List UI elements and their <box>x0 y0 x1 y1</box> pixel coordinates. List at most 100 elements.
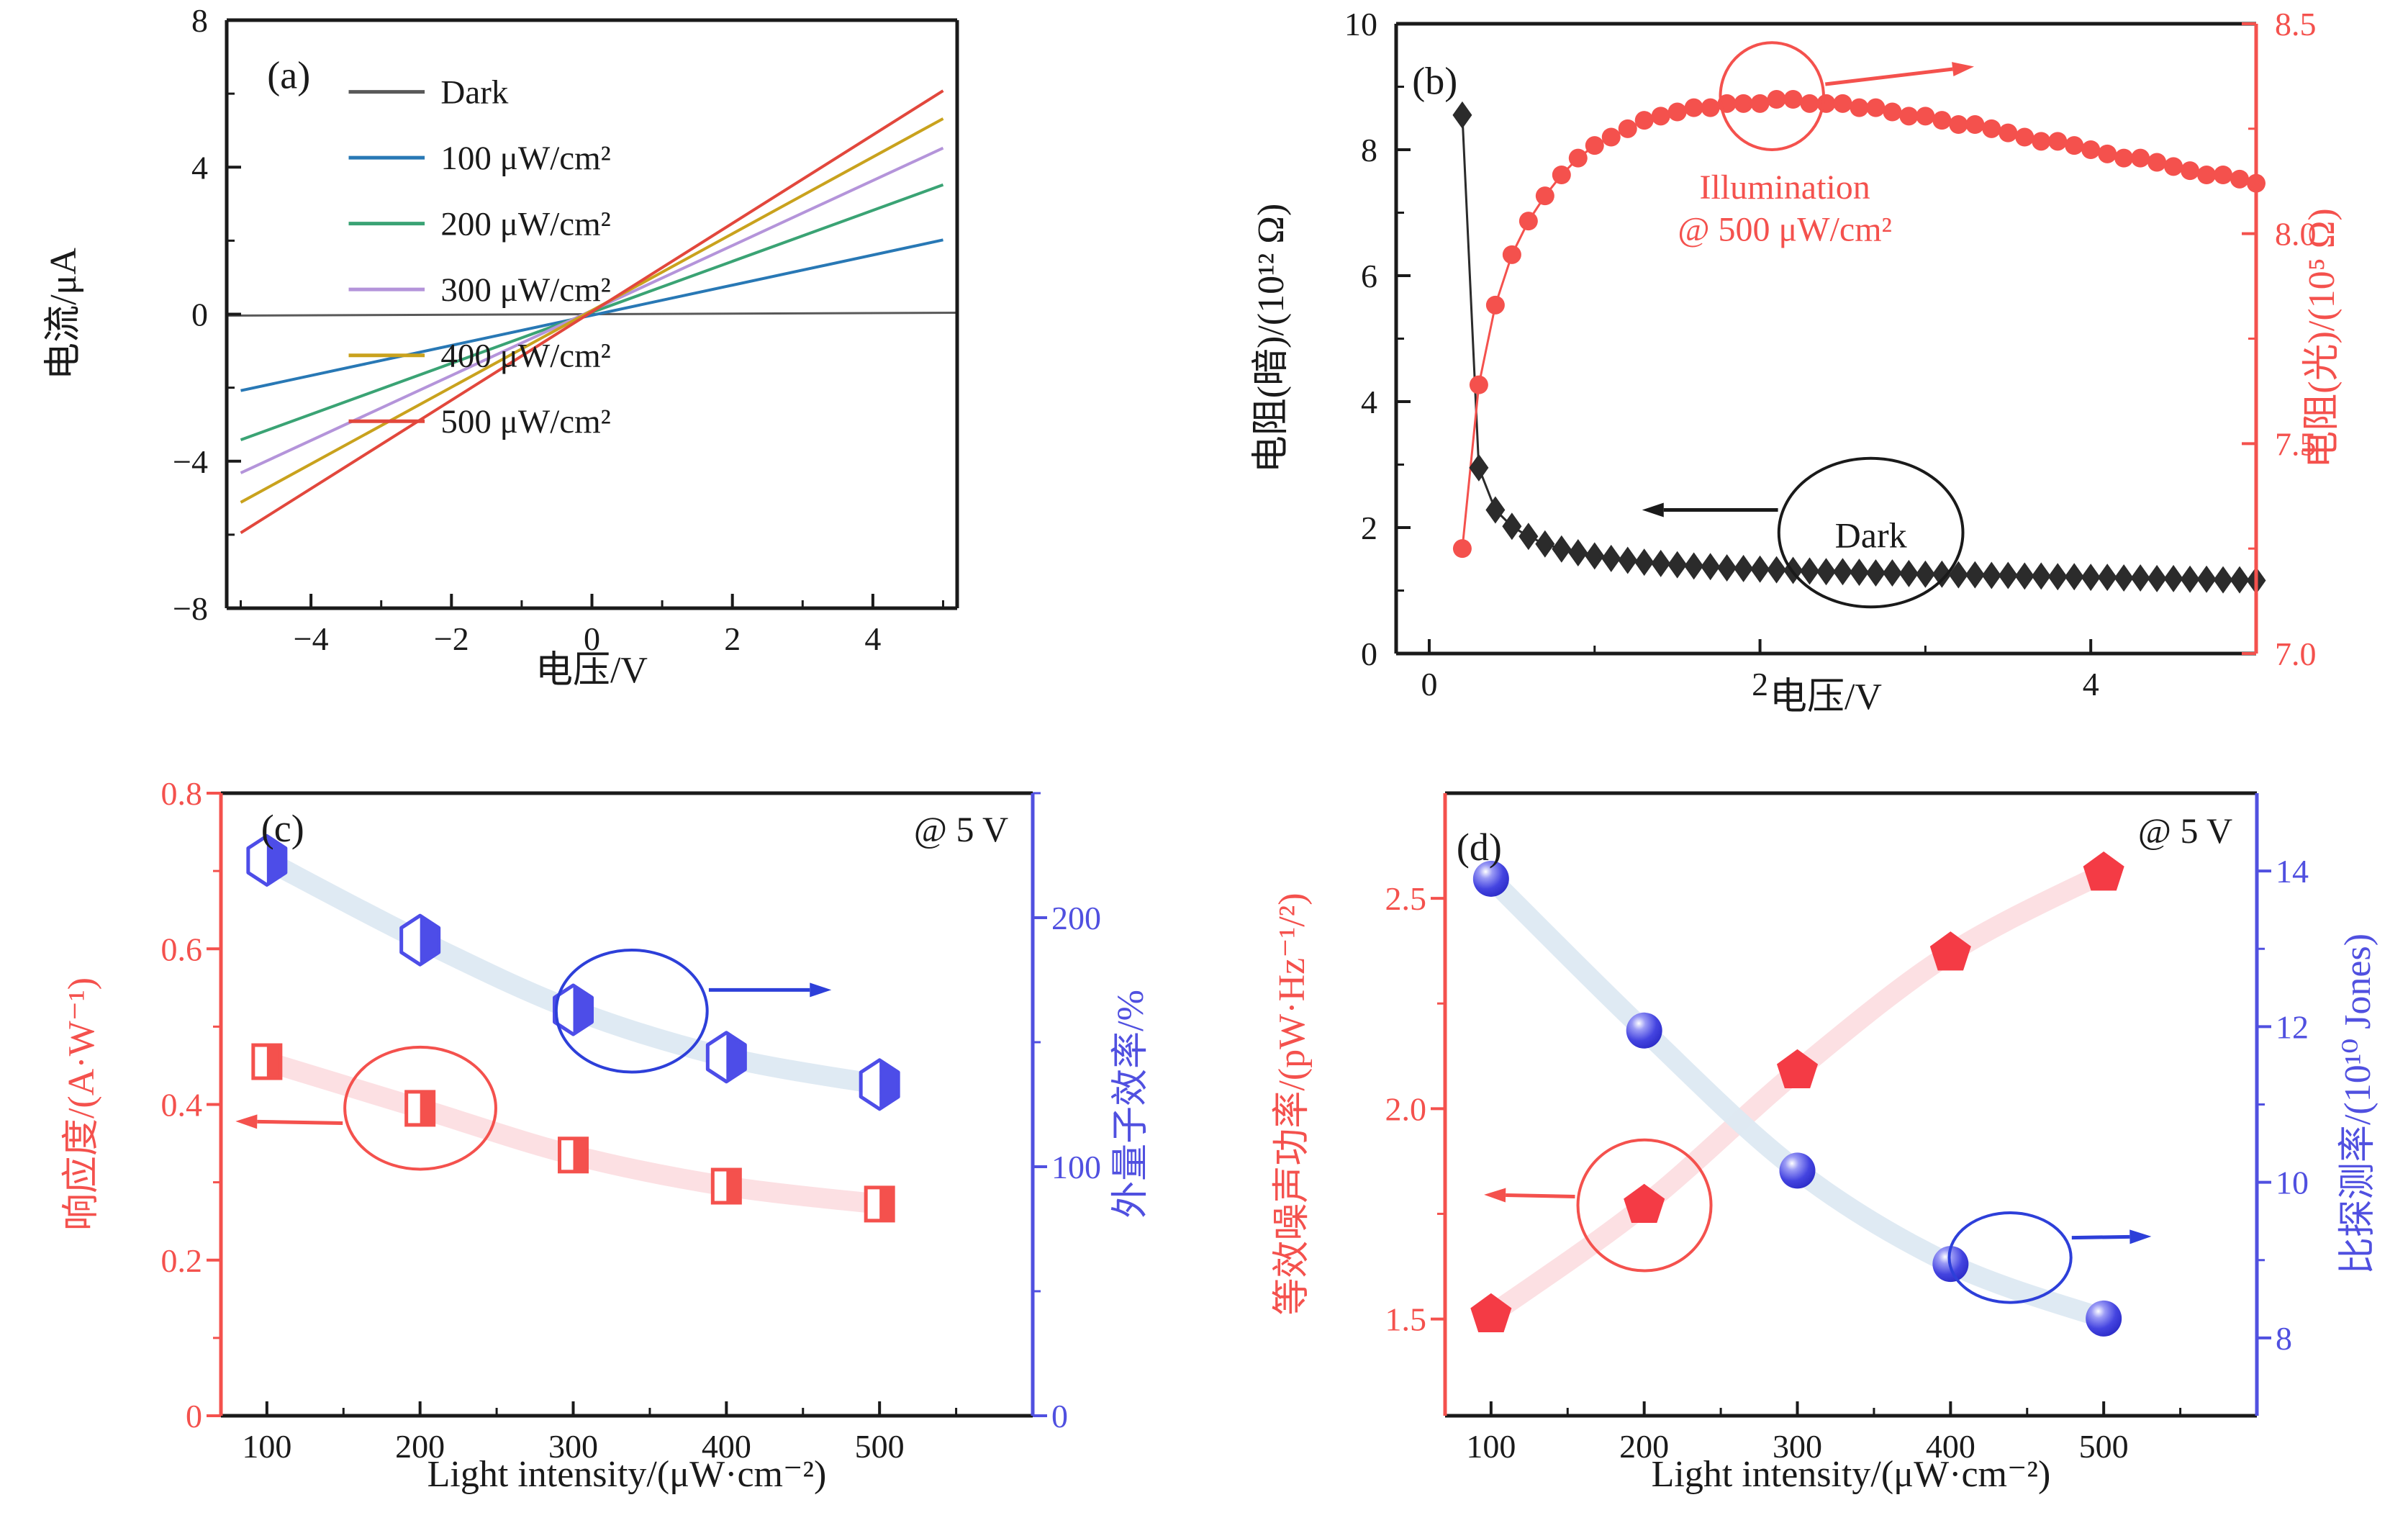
x-tick-label: 100 <box>242 1428 291 1465</box>
diamond-marker <box>2180 565 2200 593</box>
dot-marker <box>1932 111 1952 130</box>
dot-marker <box>1999 123 2018 143</box>
annotation-text: (c) <box>261 807 304 850</box>
diamond-marker <box>2064 563 2084 591</box>
diamond-marker <box>1717 554 1737 582</box>
diamond-marker <box>1502 512 1522 541</box>
y-tick-label: 200 <box>1051 900 1101 936</box>
diamond-marker <box>1734 554 1754 582</box>
y-tick-label: 0 <box>1051 1398 1068 1434</box>
dot-marker <box>2015 127 2034 147</box>
y-tick-label: 2.0 <box>1385 1090 1427 1127</box>
diamond-marker <box>2130 564 2150 592</box>
dot-marker <box>2181 161 2200 181</box>
dot-marker <box>1469 375 1488 394</box>
sphere-marker <box>1626 1012 1662 1049</box>
diamond-marker <box>2163 564 2183 592</box>
pointer-arrow <box>1825 62 1975 86</box>
diamond-marker <box>1767 556 1787 584</box>
diamond-marker <box>1568 539 1588 566</box>
dot-marker <box>1568 148 1588 168</box>
x-tick-label: 500 <box>2079 1428 2129 1465</box>
half-filled-square-marker <box>864 1185 895 1223</box>
diamond-marker <box>1965 561 1985 589</box>
y-tick-label: 12 <box>2276 1008 2309 1045</box>
annotation-text: Illumination <box>1699 168 1870 207</box>
dot-marker <box>1866 98 1886 117</box>
right-y-axis-label: 电阻(光)/(10⁵ Ω) <box>2301 208 2343 469</box>
y-tick-label: 0 <box>1361 636 1377 672</box>
annotation-ellipse <box>1777 456 1965 609</box>
y-tick-label: 6 <box>1361 258 1377 294</box>
diamond-marker <box>1816 558 1836 586</box>
y-tick-label: 8.5 <box>2275 6 2317 42</box>
annotation-ellipse <box>1719 41 1825 151</box>
dot-marker <box>1651 107 1670 126</box>
diamond-marker <box>1981 561 2001 589</box>
diamond-marker <box>1898 559 1919 587</box>
legend-label: 200 μW/cm² <box>440 206 610 243</box>
dot-marker <box>1601 127 1621 147</box>
dot-marker <box>1800 94 1819 113</box>
diamond-marker <box>1832 558 1852 586</box>
dot-marker <box>1750 94 1770 113</box>
panel-c-responsivity-eqe-chart: 100 200 300 400 50000.20.40.60.80100200Light… <box>61 775 1151 1495</box>
dot-marker <box>1701 98 1720 117</box>
legend-label: 400 μW/cm² <box>440 338 610 375</box>
dot-marker <box>1783 90 1803 109</box>
half-filled-hexagon-marker <box>859 1058 900 1111</box>
x-axis-label: 电压/V <box>535 650 648 691</box>
annotation-text: Dark <box>1835 515 1907 556</box>
dot-marker <box>1667 102 1687 122</box>
x-tick-label: 4 <box>864 620 881 657</box>
legend-label: 500 μW/cm² <box>440 403 610 440</box>
pentagon-marker <box>1470 1293 1512 1333</box>
x-axis-label: Light intensity/(μW·cm⁻²) <box>1652 1454 2051 1495</box>
dot-marker <box>1734 94 1753 113</box>
dot-marker <box>2147 153 2167 172</box>
y-tick-label: 0.4 <box>161 1087 203 1124</box>
diamond-marker <box>1518 523 1539 551</box>
dot-marker <box>2214 166 2233 184</box>
dot-marker <box>2098 144 2117 163</box>
half-filled-hexagon-marker <box>399 913 441 967</box>
x-tick-label: 0 <box>1421 666 1437 702</box>
diamond-marker <box>1535 530 1555 558</box>
x-tick-label: 400 <box>1926 1428 1975 1465</box>
y-tick-label: 0.6 <box>161 931 203 967</box>
dot-marker <box>1502 245 1521 264</box>
x-tick-label: 200 <box>395 1428 445 1465</box>
pointer-arrow <box>708 982 832 998</box>
left-y-axis-label: 响应度/(A·W⁻¹) <box>61 977 102 1231</box>
y-tick-label: 4 <box>191 149 208 186</box>
dot-marker <box>1982 119 2001 138</box>
diamond-marker <box>1948 561 1968 589</box>
diamond-marker <box>1701 553 1721 581</box>
annotation-text: (b) <box>1412 60 1457 103</box>
y-tick-label: −8 <box>173 590 208 627</box>
y-tick-label: 8.0 <box>2275 216 2317 253</box>
dot-marker <box>2164 157 2183 176</box>
pentagon-marker <box>2083 851 2124 891</box>
dot-marker <box>1916 107 1935 126</box>
dot-marker <box>2114 148 2134 168</box>
y-tick-label: 0.8 <box>161 775 203 812</box>
dot-marker <box>1618 119 1637 138</box>
dot-marker <box>1850 98 1869 117</box>
diamond-marker <box>2114 564 2134 592</box>
left-y-axis-label: 电阻(暗)/(10¹² Ω) <box>1251 204 1292 474</box>
diamond-marker <box>1618 546 1638 574</box>
y-tick-label: 4 <box>1361 384 1377 420</box>
trend-band <box>256 1052 890 1214</box>
diamond-marker <box>1667 551 1688 579</box>
dot-marker <box>1833 94 1852 113</box>
right-y-axis-label: 外量子效率/% <box>1110 990 1151 1219</box>
diamond-marker <box>2014 562 2034 590</box>
diamond-marker <box>2230 566 2250 594</box>
diamond-marker <box>1750 555 1770 583</box>
annotation-text: (a) <box>267 54 310 97</box>
dot-marker <box>1552 166 1571 184</box>
y-tick-label: 8 <box>191 2 208 39</box>
x-tick-label: 2 <box>1752 666 1768 702</box>
